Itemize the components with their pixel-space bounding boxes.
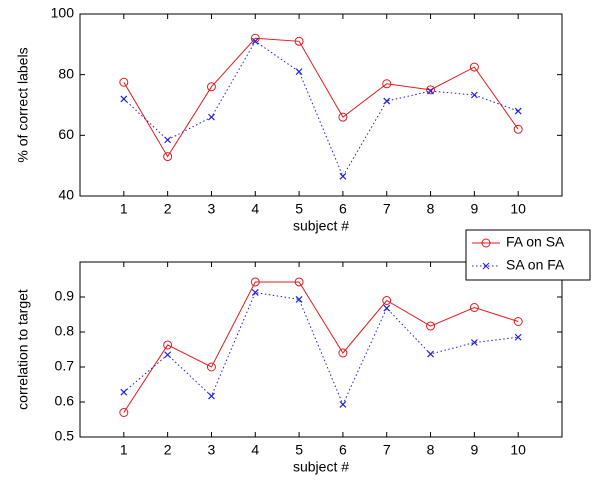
marker	[514, 107, 522, 115]
y-tick-label: 60	[58, 126, 74, 142]
marker	[514, 333, 522, 341]
y-axis-label: correlation to target	[15, 289, 31, 410]
marker	[426, 85, 436, 95]
x-tick-label: 9	[470, 442, 478, 458]
axes-box	[79, 13, 563, 197]
marker	[383, 97, 391, 105]
marker	[120, 95, 128, 103]
marker	[208, 392, 215, 400]
marker	[164, 351, 172, 359]
axes-box	[79, 261, 563, 438]
marker	[470, 339, 478, 346]
y-tick-label: 0.8	[55, 323, 75, 339]
x-tick-label: 6	[339, 442, 347, 458]
legend-marker	[482, 262, 490, 270]
x-axis-label: subject #	[293, 459, 349, 475]
x-tick-label: 3	[208, 442, 216, 458]
x-tick-label: 3	[208, 201, 216, 217]
marker	[294, 277, 304, 287]
marker	[119, 408, 129, 417]
x-tick-label: 10	[510, 201, 526, 217]
x-tick-label: 10	[510, 442, 526, 458]
marker	[338, 112, 348, 122]
legend-label: SA on FA	[506, 257, 565, 273]
y-tick-label: 80	[58, 65, 74, 81]
y-tick-label: 0.9	[55, 288, 75, 304]
y-axis-label: % of correct labels	[15, 47, 31, 162]
marker	[469, 62, 479, 72]
legend-label: FA on SA	[506, 234, 565, 250]
x-tick-label: 4	[251, 442, 259, 458]
x-tick-label: 9	[470, 201, 478, 217]
y-tick-label: 100	[51, 5, 75, 21]
series-line	[123, 37, 519, 158]
marker	[206, 82, 216, 92]
series-line	[123, 40, 519, 178]
marker	[339, 172, 347, 180]
series-line	[123, 281, 519, 413]
x-tick-label: 5	[295, 201, 303, 217]
series-line	[123, 291, 519, 406]
marker	[295, 68, 303, 76]
marker	[251, 289, 259, 296]
marker	[163, 152, 173, 162]
x-tick-label: 4	[251, 201, 259, 217]
x-tick-label: 8	[427, 442, 435, 458]
x-tick-label: 1	[120, 442, 128, 458]
marker	[206, 362, 216, 372]
y-tick-label: 0.5	[55, 428, 75, 444]
legend-marker	[481, 238, 491, 248]
marker	[427, 350, 434, 358]
marker	[339, 401, 347, 408]
marker	[513, 317, 523, 326]
marker	[208, 113, 215, 121]
marker	[164, 136, 172, 144]
marker	[383, 304, 391, 312]
marker	[469, 303, 479, 312]
marker	[513, 124, 523, 134]
x-tick-label: 2	[164, 442, 172, 458]
x-tick-label: 1	[120, 201, 128, 217]
x-tick-label: 7	[383, 201, 391, 217]
marker	[163, 340, 173, 350]
x-tick-label: 8	[427, 201, 435, 217]
legend-box	[465, 229, 591, 281]
x-tick-label: 5	[295, 442, 303, 458]
y-tick-label: 0.6	[55, 393, 75, 409]
marker	[427, 87, 434, 95]
y-tick-label: 0.7	[55, 358, 75, 374]
x-axis-label: subject #	[293, 218, 349, 234]
marker	[119, 77, 129, 87]
x-tick-label: 7	[383, 442, 391, 458]
x-tick-label: 2	[164, 201, 172, 217]
marker	[295, 296, 303, 303]
marker	[426, 321, 436, 331]
x-tick-label: 6	[339, 201, 347, 217]
marker	[120, 388, 128, 396]
marker	[251, 37, 259, 45]
marker	[382, 296, 392, 305]
marker	[294, 36, 304, 46]
marker	[250, 277, 260, 287]
y-tick-label: 40	[58, 187, 74, 203]
marker	[338, 348, 348, 358]
marker	[382, 79, 392, 89]
marker	[470, 91, 478, 99]
